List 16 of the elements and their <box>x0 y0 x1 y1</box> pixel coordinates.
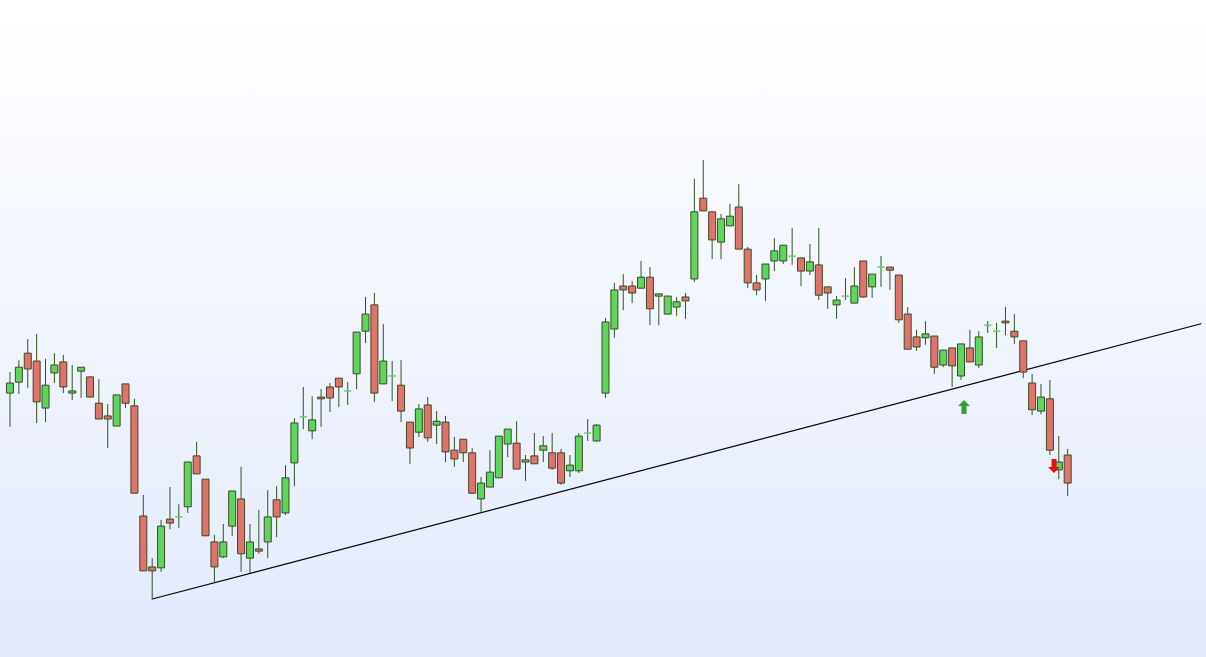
candlestick <box>388 360 397 402</box>
candlestick <box>877 255 886 288</box>
candlestick <box>165 486 174 530</box>
candlestick <box>1001 306 1010 336</box>
candlestick <box>885 266 894 291</box>
candlestick <box>77 366 86 399</box>
candlestick <box>68 364 77 401</box>
candlestick <box>308 395 317 440</box>
candlestick <box>539 435 548 463</box>
candlestick <box>174 503 183 529</box>
candlestick <box>832 295 841 320</box>
candlestick <box>85 376 94 398</box>
candlestick <box>343 381 352 406</box>
candlestick <box>761 263 770 302</box>
candlestick <box>1010 313 1019 345</box>
candlestick <box>788 227 797 266</box>
